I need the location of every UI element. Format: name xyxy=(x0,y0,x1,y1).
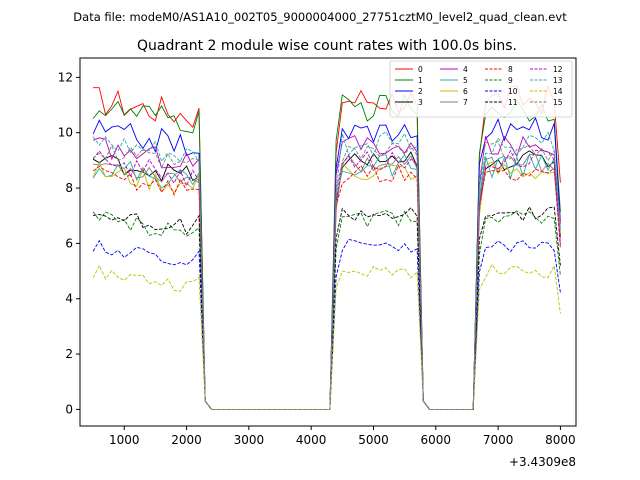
legend-label-12: 12 xyxy=(553,65,563,74)
legend-label-1: 1 xyxy=(418,76,423,85)
y-tick-label: 12 xyxy=(58,70,73,84)
plot-area-border xyxy=(79,57,577,427)
y-tick-label: 10 xyxy=(58,126,73,140)
legend-label-15: 15 xyxy=(553,98,563,107)
legend-label-10: 10 xyxy=(508,87,518,96)
plot-area-frame xyxy=(80,58,576,426)
legend-label-14: 14 xyxy=(553,87,563,96)
legend-label-2: 2 xyxy=(418,87,423,96)
y-tick-label: 0 xyxy=(65,402,73,416)
legend-label-9: 9 xyxy=(508,76,513,85)
series-line-13 xyxy=(92,131,561,410)
y-tick-label: 6 xyxy=(65,236,73,250)
chart-title: Quadrant 2 module wise count rates with … xyxy=(137,38,517,54)
x-tick-label: 8000 xyxy=(545,433,576,447)
legend-label-13: 13 xyxy=(553,76,563,85)
x-offset-label: +3.4309e8 xyxy=(509,455,576,469)
legend-label-0: 0 xyxy=(418,65,423,74)
legend-label-11: 11 xyxy=(508,98,518,107)
x-tick-label: 4000 xyxy=(296,433,327,447)
legend-label-7: 7 xyxy=(463,98,468,107)
y-tick-label: 2 xyxy=(65,347,73,361)
y-tick-label: 8 xyxy=(65,181,73,195)
x-tick-label: 7000 xyxy=(483,433,514,447)
y-tick-label: 4 xyxy=(65,292,73,306)
chart-suptitle: Data file: modeM0/AS1A10_002T05_90000040… xyxy=(73,10,567,24)
x-tick-label: 1000 xyxy=(109,433,140,447)
x-axis-ticks: 1000 2000 3000 4000 5000 6000 7000 8000 xyxy=(109,426,576,447)
series-line-15 xyxy=(92,140,561,410)
legend-label-8: 8 xyxy=(508,65,513,74)
legend-label-4: 4 xyxy=(463,65,468,74)
series-layer xyxy=(92,84,561,410)
x-tick-label: 6000 xyxy=(421,433,452,447)
y-axis-ticks: 0 2 4 6 8 10 12 xyxy=(58,70,80,416)
x-tick-label: 3000 xyxy=(234,433,265,447)
legend-label-5: 5 xyxy=(463,76,468,85)
x-tick-label: 2000 xyxy=(171,433,202,447)
legend-label-3: 3 xyxy=(418,98,423,107)
legend-box xyxy=(389,60,573,118)
legend-label-6: 6 xyxy=(463,87,468,96)
x-tick-label: 5000 xyxy=(358,433,389,447)
